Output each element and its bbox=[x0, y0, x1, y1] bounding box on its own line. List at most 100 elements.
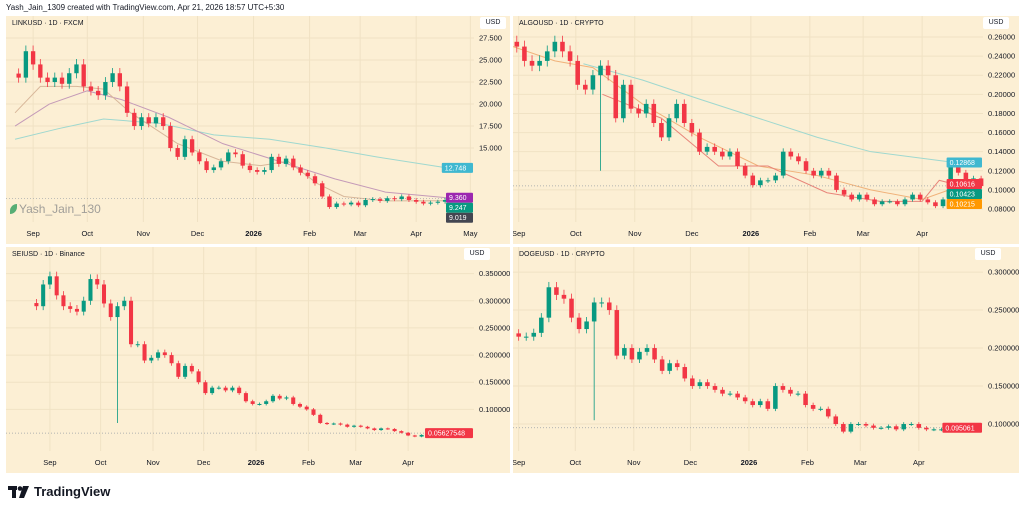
candle-body bbox=[712, 146, 717, 152]
candle-body bbox=[931, 429, 937, 431]
x-tick-label: Oct bbox=[569, 458, 582, 467]
currency-label[interactable]: USD bbox=[983, 17, 1009, 29]
candle-body bbox=[247, 165, 253, 171]
symbol-title[interactable]: ALGOUSD · 1D · CRYPTO bbox=[519, 20, 604, 27]
candle-body bbox=[727, 151, 733, 157]
candle-body bbox=[621, 84, 626, 119]
candle-body bbox=[765, 180, 771, 182]
candle-body bbox=[139, 117, 144, 127]
candle-body bbox=[327, 196, 332, 208]
candle-body bbox=[735, 393, 740, 398]
candle-body bbox=[23, 51, 29, 78]
candle-body bbox=[963, 172, 969, 183]
candle-body bbox=[925, 199, 931, 203]
x-tick-label: May bbox=[463, 229, 477, 238]
price-tag bbox=[425, 428, 473, 439]
candle-body bbox=[392, 198, 397, 200]
candle-body bbox=[377, 199, 383, 201]
price-tag bbox=[446, 192, 473, 203]
candle-body bbox=[803, 161, 809, 171]
chart-panel-linkusd[interactable]: 15.000 17.500 20.000 22.500 25.000 27.500 Sep O… bbox=[6, 16, 510, 244]
currency-label[interactable]: USD bbox=[975, 248, 1001, 260]
candle-body bbox=[168, 126, 173, 149]
candle-body bbox=[385, 198, 390, 201]
y-tick-label: 0.100000 bbox=[988, 420, 1019, 429]
candle-body bbox=[667, 363, 672, 371]
candle-body bbox=[189, 139, 195, 153]
chart-canvas[interactable]: 15.000 17.500 20.000 22.500 25.000 27.500 Sep O… bbox=[6, 16, 510, 244]
symbol-title[interactable]: DOGEUSD · 1D · CRYPTO bbox=[519, 251, 605, 258]
candle-body bbox=[318, 414, 323, 423]
candle-body bbox=[149, 357, 154, 361]
moving-average-line bbox=[14, 118, 447, 169]
candle-body bbox=[304, 406, 309, 410]
candle-body bbox=[182, 139, 188, 157]
x-tick-label: 2026 bbox=[245, 229, 262, 238]
candle-body bbox=[385, 428, 390, 430]
candle-body bbox=[81, 64, 86, 87]
candle-body bbox=[523, 336, 529, 338]
candle-body bbox=[435, 201, 441, 203]
currency-label[interactable]: USD bbox=[480, 17, 506, 29]
candle-body bbox=[878, 427, 884, 429]
candle-body bbox=[575, 60, 580, 85]
tradingview-logo[interactable]: TradingView bbox=[8, 484, 110, 499]
candle-body bbox=[652, 348, 657, 360]
candle-body bbox=[576, 317, 582, 330]
y-tick-label: 0.200000 bbox=[988, 344, 1019, 353]
candle-body bbox=[864, 194, 870, 200]
y-tick-label: 0.24000 bbox=[988, 52, 1015, 61]
candle-body bbox=[895, 201, 900, 205]
candle-body bbox=[142, 344, 147, 361]
symbol-title[interactable]: SEIUSD · 1D · Binance bbox=[12, 251, 85, 258]
x-tick-label: Mar bbox=[854, 458, 867, 467]
candle-body bbox=[365, 426, 370, 429]
candle-body bbox=[406, 196, 412, 200]
candle-body bbox=[95, 90, 101, 96]
x-tick-label: Sep bbox=[43, 458, 56, 467]
candle-body bbox=[826, 170, 832, 176]
candle-body bbox=[348, 202, 354, 205]
candle-body bbox=[561, 294, 567, 299]
candle-body bbox=[305, 172, 310, 177]
brand-name: TradingView bbox=[34, 484, 111, 499]
candle-body bbox=[153, 117, 159, 124]
candle-body bbox=[917, 194, 923, 200]
candle-body bbox=[924, 427, 929, 430]
chart-panel-seiusd[interactable]: 0.10000000 0.15000000 0.20000000 0.25000000… bbox=[6, 247, 510, 473]
y-tick-label: 20.000 bbox=[479, 100, 502, 109]
x-tick-label: Apr bbox=[410, 229, 422, 238]
moving-average-line bbox=[583, 63, 955, 163]
candle-body bbox=[74, 64, 79, 74]
candle-body bbox=[651, 103, 657, 124]
y-tick-label: 0.08000 bbox=[988, 205, 1015, 214]
y-tick-label: 0.35000000 bbox=[479, 269, 510, 278]
candle-body bbox=[399, 196, 404, 200]
candle-body bbox=[412, 435, 417, 437]
candle-body bbox=[216, 387, 221, 389]
candle-body bbox=[358, 425, 363, 427]
candle-body bbox=[324, 422, 330, 425]
candle-body bbox=[218, 161, 224, 168]
price-tag bbox=[946, 179, 982, 190]
candle-body bbox=[773, 386, 778, 409]
candle-body bbox=[68, 306, 73, 309]
chart-canvas[interactable]: 0.08000 0.10000 0.12000 0.14000 0.16000 0.180… bbox=[513, 16, 1019, 244]
candle-body bbox=[887, 201, 893, 203]
chart-panel-dogeusd[interactable]: 0.100000 0.150000 0.200000 0.250000 0.300000… bbox=[513, 247, 1019, 473]
candle-body bbox=[196, 371, 201, 383]
y-tick-label: 27.500 bbox=[479, 34, 502, 43]
chart-canvas[interactable]: 0.10000000 0.15000000 0.20000000 0.25000000… bbox=[6, 247, 510, 473]
chart-canvas[interactable]: 0.100000 0.150000 0.200000 0.250000 0.300000… bbox=[513, 247, 1019, 473]
price-tag-label: 0.10423 bbox=[950, 192, 975, 199]
candle-body bbox=[810, 405, 816, 409]
x-tick-label: Sep bbox=[513, 229, 525, 238]
candle-body bbox=[45, 77, 50, 83]
symbol-title[interactable]: LINKUSD · 1D · FXCM bbox=[12, 20, 84, 27]
chart-panel-algousd[interactable]: 0.08000 0.10000 0.12000 0.14000 0.16000 0.180… bbox=[513, 16, 1019, 244]
candle-body bbox=[705, 382, 710, 387]
candle-body bbox=[320, 183, 325, 197]
candle-body bbox=[720, 389, 725, 394]
candle-body bbox=[203, 382, 208, 394]
currency-label[interactable]: USD bbox=[464, 248, 490, 260]
